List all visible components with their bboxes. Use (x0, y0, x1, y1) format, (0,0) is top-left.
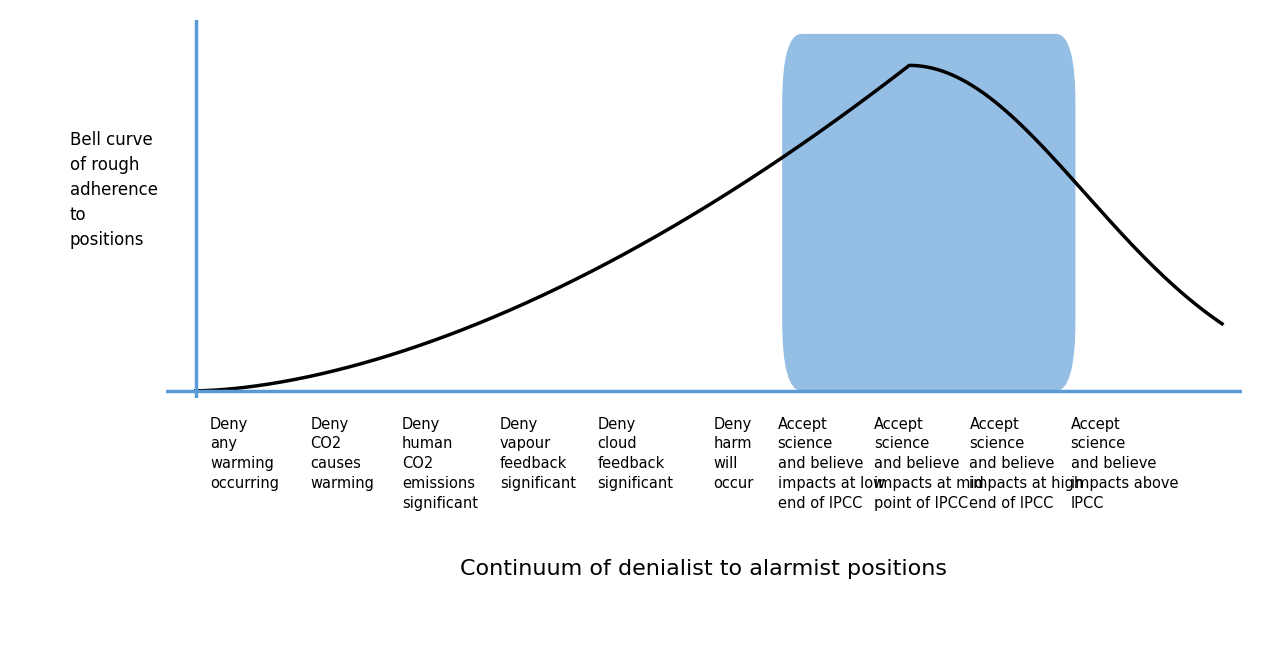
X-axis label: Continuum of denialist to alarmist positions: Continuum of denialist to alarmist posit… (461, 560, 947, 579)
FancyBboxPatch shape (782, 34, 1075, 391)
Text: Bell curve
of rough
adherence
to
positions: Bell curve of rough adherence to positio… (69, 131, 157, 249)
